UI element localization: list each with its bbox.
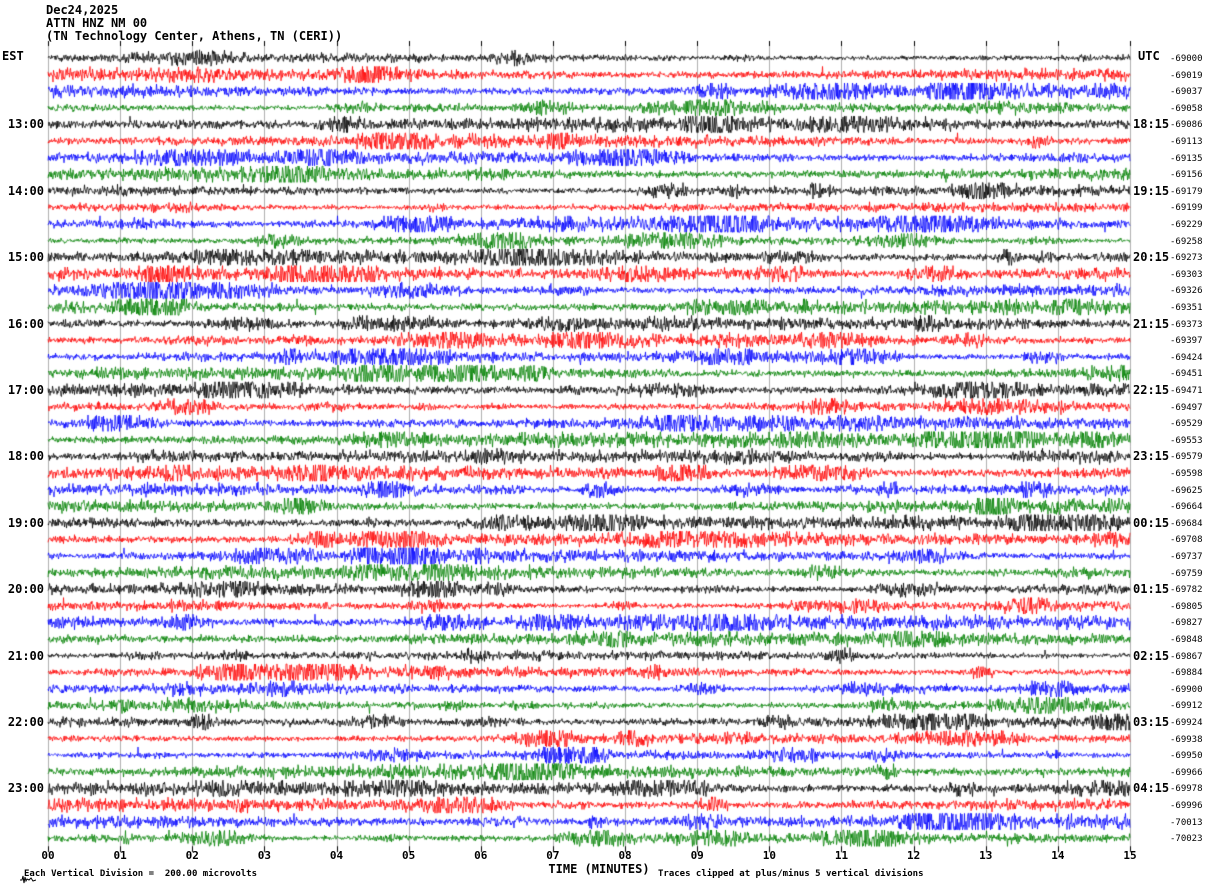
est-hour-label: 18:00 [7,449,44,464]
utc-hour-label: 00:15 [1133,515,1170,530]
x-axis-title: TIME (MINUTES) [548,862,650,876]
trace-count-label: -69156 [1170,170,1203,181]
trace-count-label: -69229 [1170,220,1203,230]
trace-count-label: -69950 [1170,751,1203,762]
est-hour-label: 19:00 [7,515,44,530]
trace-count-label: -69884 [1170,668,1203,679]
utc-hour-label: 01:15 [1133,582,1170,597]
trace-count-label: -69579 [1170,452,1203,463]
x-tick-label: 06 [474,849,488,862]
trace-count-label: -69451 [1170,369,1203,380]
utc-axis-header: UTC [1138,49,1160,63]
x-tick-label: 13 [979,849,993,862]
scale-note: Each Vertical Division = 200.00 microvol… [24,869,257,879]
est-hour-label: 16:00 [7,316,44,331]
mini-trace-icon [20,875,36,884]
trace-count-label: -69199 [1170,203,1203,214]
trace-count-label: -69978 [1170,784,1203,795]
x-tick-label: 05 [402,849,416,862]
x-tick-label: 12 [906,849,921,862]
est-hour-label: 15:00 [7,250,44,265]
x-tick-label: 02 [185,849,199,862]
utc-hour-label: 02:15 [1133,648,1170,663]
trace-count-label: -69373 [1170,319,1203,330]
trace-count-label: -69471 [1170,386,1203,396]
est-hour-label: 13:00 [7,117,44,132]
utc-hour-label: 22:15 [1133,383,1170,397]
est-hour-label: 21:00 [7,648,44,663]
trace-count-label: -69326 [1170,286,1203,297]
trace-count-label: -70013 [1170,817,1203,828]
est-axis-header: EST [2,49,24,63]
trace-count-label: -69179 [1170,186,1203,197]
clip-note: Traces clipped at plus/minus 5 vertical … [658,869,924,879]
trace-count-label: -69759 [1170,568,1203,579]
trace-count-label: -69966 [1170,767,1203,778]
trace-count-label: -69684 [1170,518,1203,529]
trace-count-label: -69938 [1170,734,1203,745]
trace-count-label: -69737 [1170,552,1203,562]
trace-count-label: -69113 [1170,137,1203,147]
trace-count-label: -69625 [1170,485,1203,496]
utc-hour-label: 21:15 [1133,316,1170,331]
station-label: ATTN HNZ NM 00 [46,16,148,30]
utc-hour-label: 20:15 [1133,250,1170,265]
utc-hour-label: 23:15 [1133,449,1170,464]
trace-count-label: -69037 [1170,87,1203,98]
x-tick-label: 00 [41,849,55,862]
est-hour-label: 14:00 [7,183,44,198]
est-hour-label: 22:00 [7,715,44,729]
trace-count-label: -69058 [1170,103,1203,114]
trace-count-label: -69497 [1170,402,1203,413]
trace-count-label: -69912 [1170,701,1203,712]
trace-count-label: -69273 [1170,253,1203,264]
utc-hour-label: 19:15 [1133,183,1170,198]
x-tick-label: 14 [1051,849,1065,862]
trace-count-label: -69351 [1170,303,1203,313]
trace-count-label: -69598 [1170,469,1203,479]
x-tick-label: 08 [618,849,632,862]
x-tick-label: 15 [1123,849,1137,862]
x-tick-label: 07 [546,849,560,862]
trace-count-label: -69996 [1170,801,1203,811]
trace-count-label: -70023 [1170,834,1203,845]
trace-count-label: -69424 [1170,352,1203,363]
trace-count-label: -69019 [1170,70,1203,81]
utc-hour-label: 04:15 [1133,781,1170,796]
trace-count-label: -69782 [1170,585,1203,596]
x-tick-label: 11 [834,849,849,862]
location-label: (TN Technology Center, Athens, TN (CERI)… [46,29,343,43]
x-tick-label: 01 [113,849,127,862]
x-tick-label: 10 [762,849,776,862]
trace-count-label: -69867 [1170,651,1203,662]
trace-count-label: -69708 [1170,535,1203,546]
trace-count-label: -69924 [1170,718,1203,728]
trace-count-label: -69258 [1170,236,1203,247]
trace-count-label: -69529 [1170,419,1203,430]
trace-count-label: -69000 [1170,54,1203,64]
x-tick-label: 04 [329,849,344,862]
trace-count-label: -69900 [1170,684,1203,695]
trace-count-label: -69553 [1170,435,1203,446]
x-tick-label: 09 [690,849,704,862]
trace-count-label: -69827 [1170,618,1203,629]
trace-count-label: -69848 [1170,635,1203,645]
x-tick-label: 03 [257,849,272,862]
trace-count-label: -69664 [1170,502,1203,513]
trace-count-label: -69303 [1170,269,1203,280]
trace-count-label: -69805 [1170,601,1203,612]
utc-hour-label: 03:15 [1133,715,1170,729]
est-hour-label: 23:00 [7,781,44,796]
date-label: Dec24,2025 [46,3,119,17]
est-hour-label: 17:00 [7,383,44,397]
trace-count-label: -69135 [1170,153,1203,164]
trace-count-label: -69086 [1170,120,1203,131]
trace-count-label: -69397 [1170,336,1203,347]
utc-hour-label: 18:15 [1133,117,1170,132]
est-hour-label: 20:00 [7,582,44,597]
